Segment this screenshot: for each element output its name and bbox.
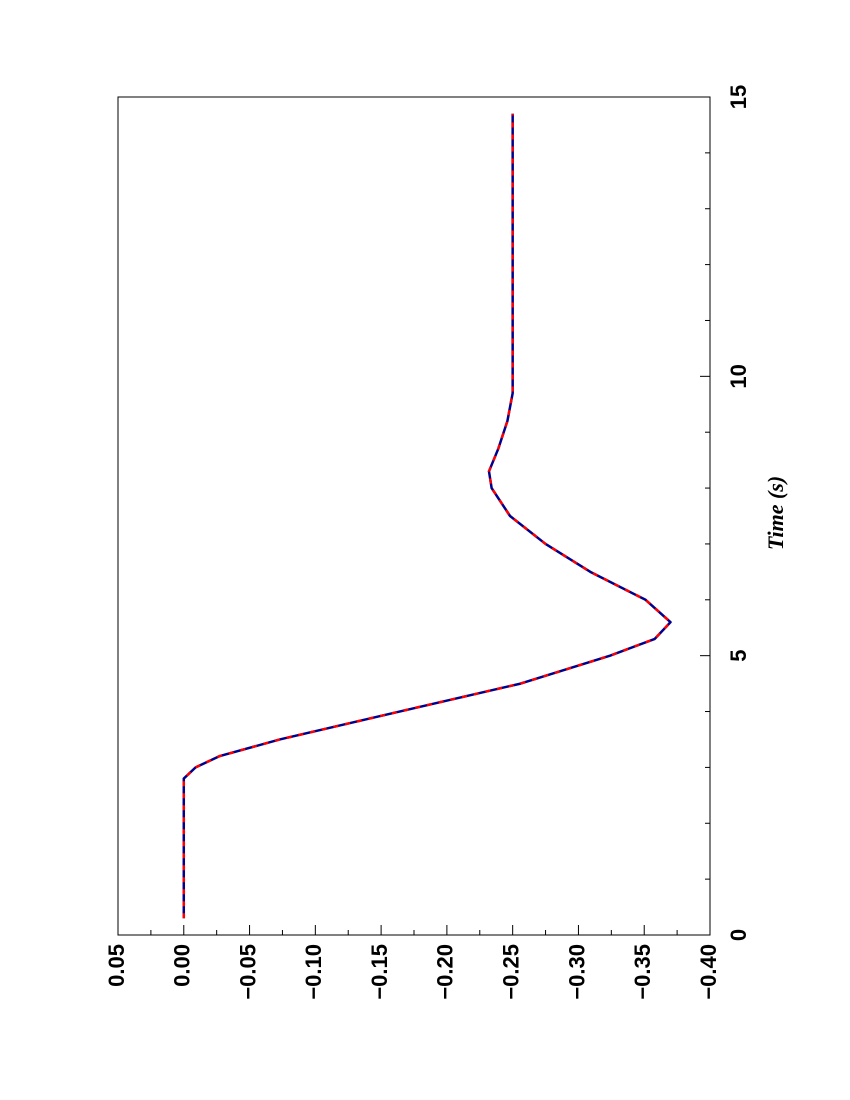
y-tick-label: −0.35 (630, 944, 655, 1000)
y-tick-label: −0.10 (301, 944, 326, 1000)
x-tick-label: 10 (726, 364, 751, 388)
y-tick-label: −0.15 (367, 944, 392, 1000)
plot-frame (117, 96, 711, 936)
y-tick-label: −0.25 (498, 944, 523, 1000)
x-axis-title: Time (s) (763, 476, 788, 550)
x-tick-label: 0 (726, 929, 751, 941)
y-tick-label: −0.40 (696, 944, 721, 1000)
data-line (182, 113, 672, 919)
y-tick-label: −0.30 (564, 944, 589, 1000)
y-tick-label: −0.20 (433, 944, 458, 1000)
data-line (182, 113, 672, 919)
y-tick-label: −0.05 (235, 944, 260, 1000)
y-tick-label: 0.00 (170, 944, 195, 987)
x-tick-label: 5 (726, 650, 751, 662)
x-tick-label: 15 (726, 85, 751, 109)
y-tick-label: 0.05 (104, 944, 129, 987)
